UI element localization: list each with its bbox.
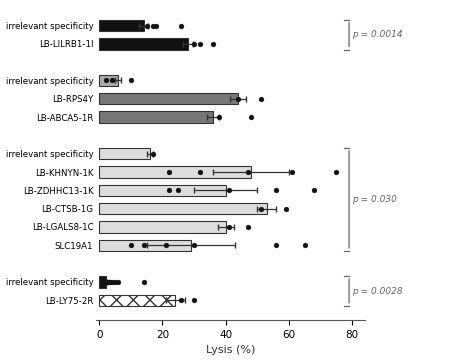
Bar xyxy=(99,93,238,104)
Bar xyxy=(99,148,150,160)
Bar xyxy=(99,203,267,214)
Bar xyxy=(99,75,118,86)
Bar xyxy=(99,112,213,123)
Text: p = 0.0028: p = 0.0028 xyxy=(352,287,402,296)
Text: p = 0.0014: p = 0.0014 xyxy=(352,30,402,39)
Bar xyxy=(99,184,226,196)
Bar xyxy=(99,166,251,178)
Bar xyxy=(99,240,191,251)
Text: p = 0.030: p = 0.030 xyxy=(352,195,396,204)
Bar xyxy=(99,20,144,31)
X-axis label: Lysis (%): Lysis (%) xyxy=(206,345,255,356)
Bar xyxy=(99,295,175,306)
Bar xyxy=(99,221,226,232)
Bar xyxy=(99,276,106,288)
Bar xyxy=(99,38,188,49)
